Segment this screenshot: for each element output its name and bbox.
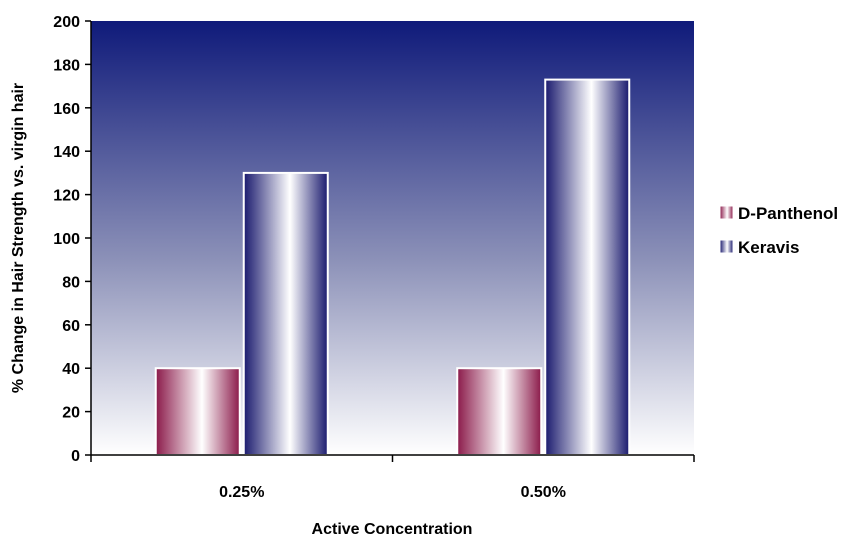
bar-keravis-1: [242, 171, 329, 456]
axes-group: [85, 20, 695, 462]
bar-keravis-2: [544, 78, 631, 456]
legend-swatch: [719, 205, 734, 220]
legend-swatch: [719, 239, 734, 254]
y-tick-labels: 0 20 40 60 80 100 120 140 160 180 200: [53, 14, 80, 465]
bars-group: [154, 78, 631, 457]
y-tick-label: 140: [53, 144, 80, 161]
y-tick-label: 20: [62, 405, 80, 422]
bar-d-panthenol-2: [456, 367, 543, 457]
y-tick-label: 40: [62, 361, 80, 378]
x-tick-label: 0.50%: [521, 484, 566, 501]
legend-label: D-Panthenol: [738, 204, 838, 223]
x-axis-title: Active Concentration: [312, 521, 473, 538]
x-tick-label: 0.25%: [219, 484, 264, 501]
y-tick-label: 160: [53, 101, 80, 118]
y-tick-label: 120: [53, 188, 80, 205]
x-tick-labels: 0.25% 0.50%: [219, 484, 566, 501]
legend-label: Keravis: [738, 238, 799, 257]
y-tick-label: 60: [62, 318, 80, 335]
y-tick-label: 80: [62, 274, 80, 291]
legend: D-Panthenol Keravis: [719, 204, 838, 257]
y-tick-label: 0: [71, 448, 80, 465]
y-axis-title: % Change in Hair Strength vs. virgin hai…: [10, 83, 27, 393]
y-tick-label: 180: [53, 57, 80, 74]
y-tick-label: 100: [53, 231, 80, 248]
y-tick-label: 200: [53, 14, 80, 31]
bar-d-panthenol-1: [154, 367, 241, 457]
